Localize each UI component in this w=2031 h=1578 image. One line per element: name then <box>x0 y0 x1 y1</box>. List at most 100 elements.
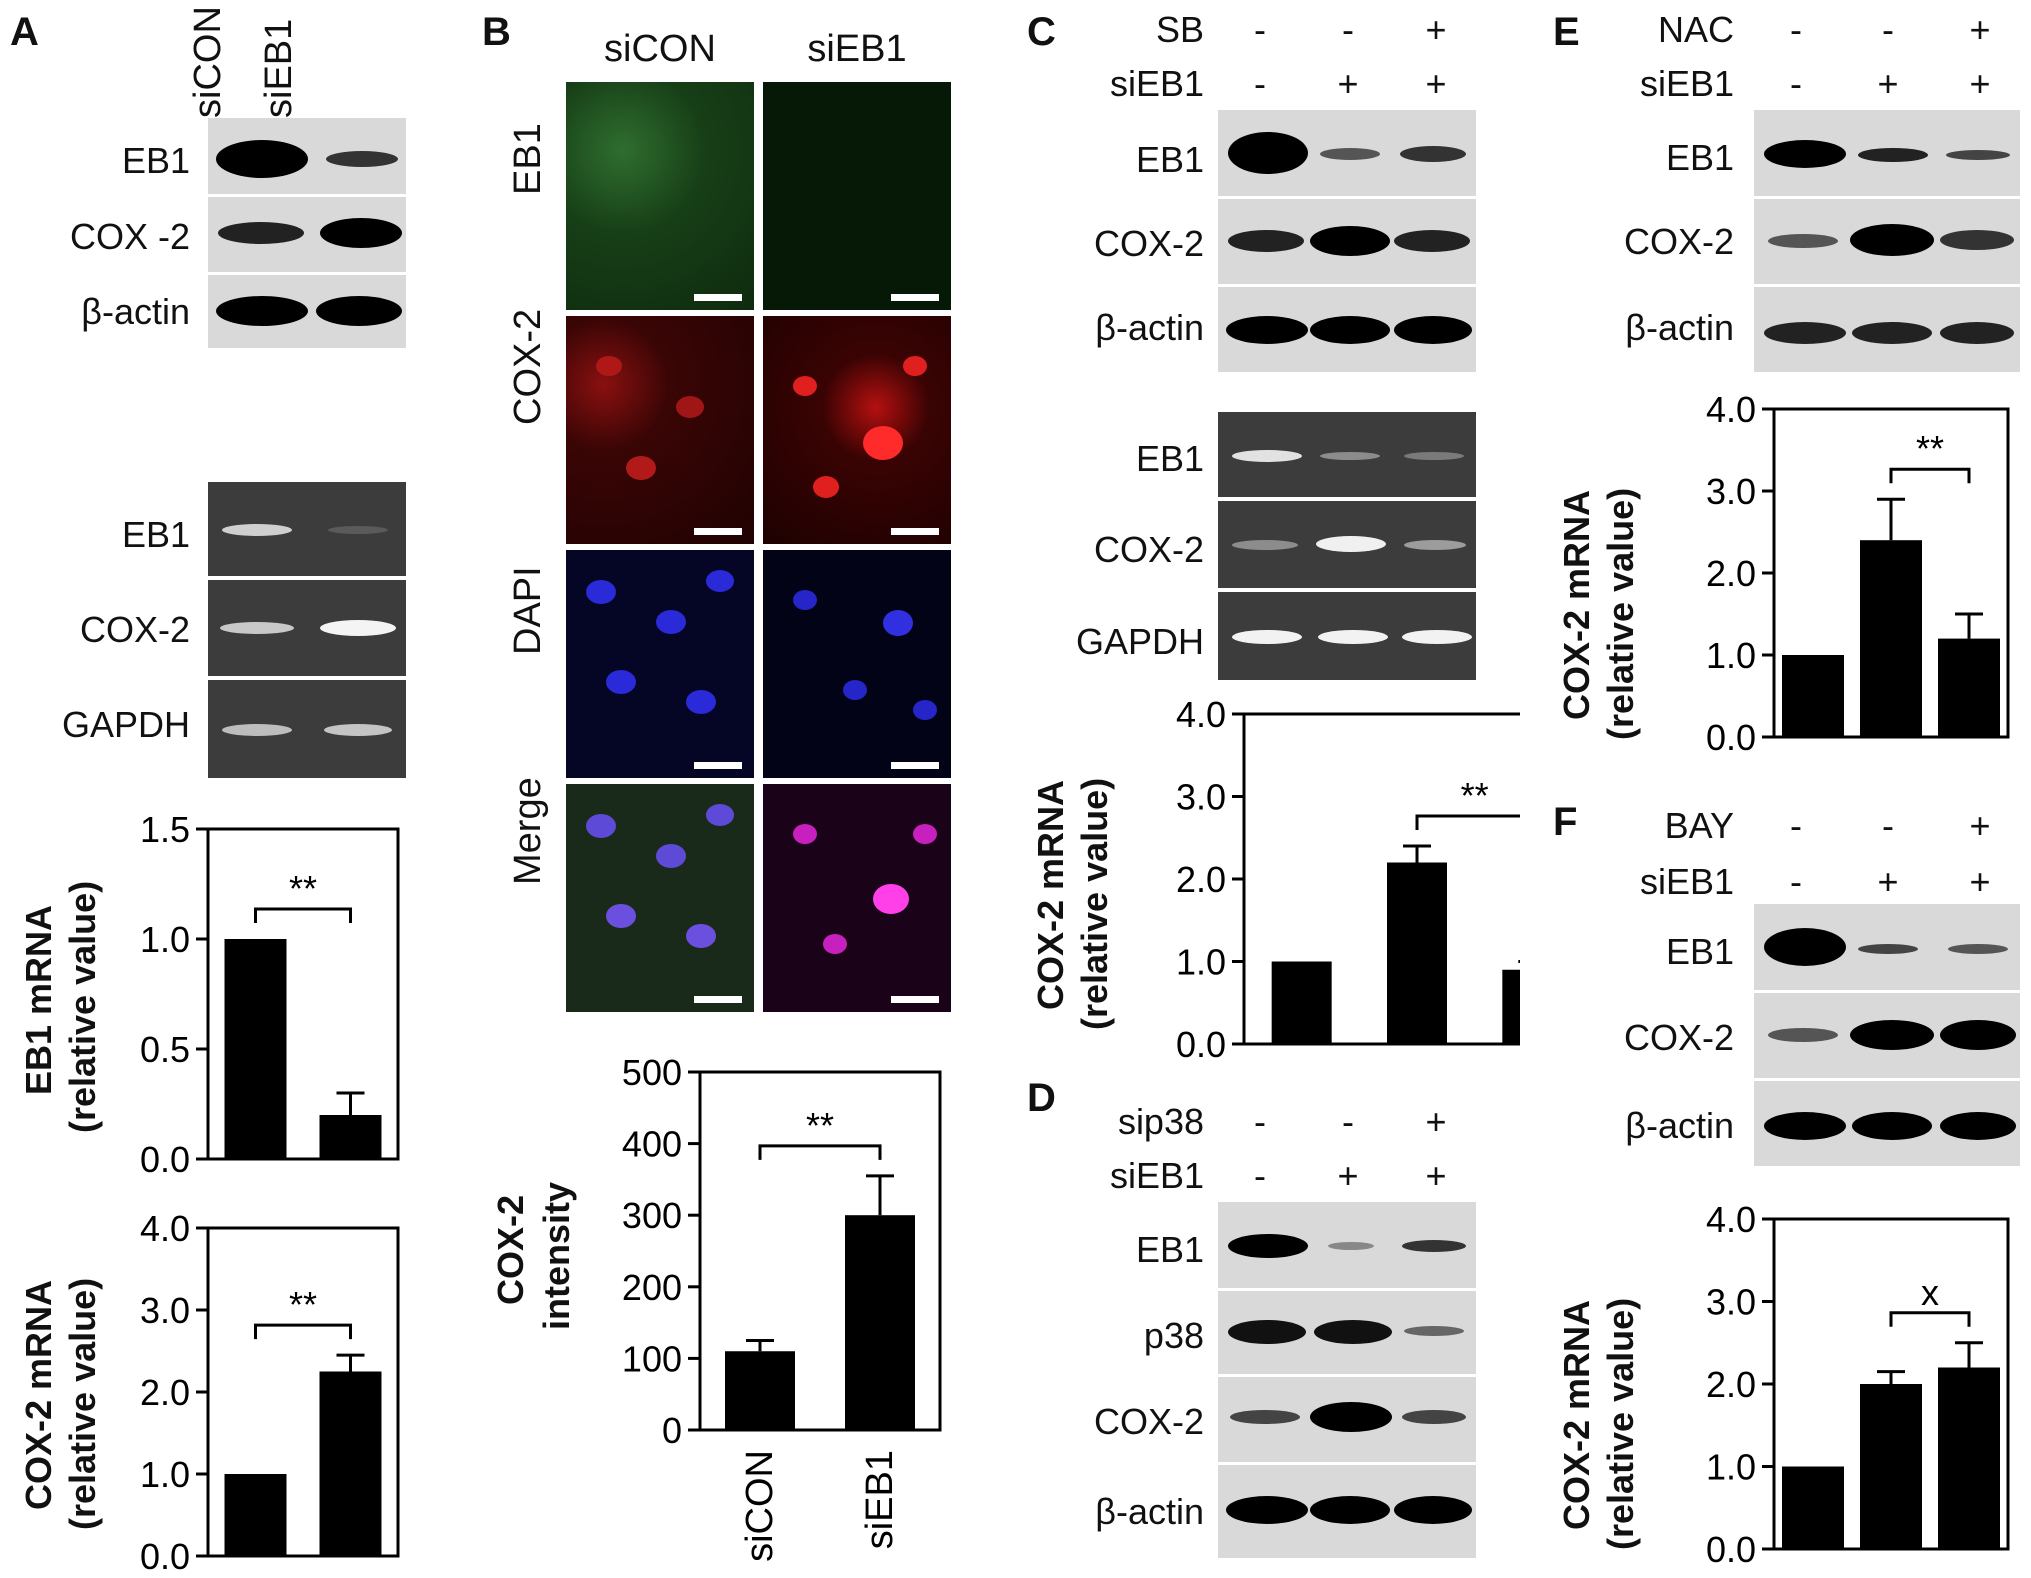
panel-a-lane-sieb1: siEB1 <box>258 18 300 118</box>
panel-c-chart-ylabel: COX-2 mRNA <box>1030 779 1071 1010</box>
y-tick-label: 0.0 <box>1706 1529 1756 1570</box>
bar <box>1938 1367 2000 1549</box>
panel-f-sign: + <box>1969 805 1991 846</box>
y-tick-label: 0.0 <box>1176 1024 1226 1060</box>
blot-band <box>216 296 308 326</box>
blot-band <box>326 151 398 167</box>
bar <box>224 1474 287 1556</box>
plot-frame <box>698 1070 942 1432</box>
bar <box>1387 862 1447 1044</box>
gel-band <box>328 526 388 534</box>
bar <box>1860 1384 1922 1549</box>
panel-e-chart-ylabel: COX-2 mRNA <box>1556 489 1597 720</box>
y-tick-label: 3.0 <box>1176 777 1226 818</box>
y-tick-label: 3.0 <box>1706 471 1756 512</box>
panel-f-treat-sieb1: siEB1 <box>1639 861 1734 902</box>
panel-d-sign: + <box>1425 1101 1447 1142</box>
panel-c-blot-label-actin: β-actin <box>1095 307 1204 348</box>
panel-e-sign: + <box>1969 63 1991 104</box>
significance-bracket <box>254 1323 352 1340</box>
significance-label: ** <box>289 1284 317 1325</box>
y-tick-label: 2.0 <box>1176 859 1226 900</box>
bar <box>725 1351 795 1430</box>
y-tick-label: 100 <box>622 1338 682 1379</box>
y-tick-label: 0 <box>662 1410 682 1451</box>
panel-b-row-dapi: DAPI <box>507 566 549 655</box>
panel-e-treat-sieb1: siEB1 <box>1639 63 1734 104</box>
significance-label: ** <box>1461 775 1489 816</box>
micrograph-merge-sicon <box>566 784 754 1012</box>
panel-c-gel-label-cox2: COX-2 <box>1093 529 1204 570</box>
panel-a-cox2-mrna-chart: 0.0 1.0 2.0 3.0 4.0 ** <box>140 1208 400 1570</box>
panel-d-western-blot <box>1218 1202 1476 1558</box>
panel-c-rt-pcr-gel <box>1218 412 1476 680</box>
panel-f-western-blot <box>1754 904 2020 1166</box>
panel-c-treat-sieb1: siEB1 <box>1109 63 1204 104</box>
panel-a-gel-label-cox2: COX-2 <box>79 609 190 650</box>
x-tick-label: siCON <box>739 1450 781 1562</box>
panel-d-treat-sip38: sip38 <box>1117 1101 1204 1142</box>
panel-c-chart-ylabel2: (relative value) <box>1074 777 1115 1030</box>
y-tick-label: 0.0 <box>140 1536 190 1570</box>
y-tick-label: 2.0 <box>140 1372 190 1413</box>
y-tick-label: 1.0 <box>140 919 190 960</box>
panel-a-gel-label-gapdh: GAPDH <box>61 704 190 745</box>
y-tick-label: 3.0 <box>140 1290 190 1331</box>
bar <box>1860 540 1922 737</box>
panel-e-sign: - <box>1790 9 1802 50</box>
panel-b-col-sieb1: siEB1 <box>807 28 907 70</box>
panel-e-sign: + <box>1877 63 1899 104</box>
significance-bracket <box>1415 814 1520 830</box>
y-tick-label: 4.0 <box>1706 389 1756 430</box>
panel-f-sign: - <box>1790 805 1802 846</box>
micrograph-dapi-sicon <box>566 550 754 778</box>
y-tick-label: 0.0 <box>140 1139 190 1180</box>
micrograph-cox2-sicon <box>566 316 754 544</box>
micrograph-merge-sieb1 <box>763 784 951 1012</box>
panel-f-chart-ylabel2: (relative value) <box>1600 1297 1641 1550</box>
y-tick-label: 2.0 <box>1706 553 1756 594</box>
blot-band <box>316 296 402 326</box>
panel-a-blot-label-actin: β-actin <box>81 291 190 332</box>
panel-d-blot-label-eb1: EB1 <box>1135 1229 1204 1270</box>
bar <box>1271 961 1332 1044</box>
panel-c-label: C <box>1027 10 1056 54</box>
panel-e-blot-label-eb1: EB1 <box>1665 137 1734 178</box>
panel-a-rt-pcr-gel <box>208 482 406 778</box>
bar <box>319 1115 382 1159</box>
y-tick-label: 4.0 <box>1176 694 1226 735</box>
panel-a-eb1-mrna-chart: 0.0 0.5 1.0 1.5 ** <box>140 809 400 1180</box>
plot-frame <box>206 827 400 1161</box>
significance-label: ** <box>289 868 317 909</box>
panel-a-blot-label-eb1: EB1 <box>121 140 190 181</box>
panel-b-cox2-intensity-chart: 0 100 200 300 400 500 ** siCON siEB1 <box>622 1052 942 1562</box>
y-tick-label: 1.0 <box>1176 942 1226 983</box>
panel-c-cox2-mrna-chart: 0.0 1.0 2.0 3.0 4.0 ** <box>1176 694 1520 1060</box>
gel-band <box>324 724 392 736</box>
panel-a-chart1-ylabel: EB1 mRNA <box>18 904 59 1095</box>
panel-b-row-cox2: COX-2 <box>507 308 549 425</box>
panel-e-sign: + <box>1969 9 1991 50</box>
x-tick-label: siEB1 <box>859 1450 901 1549</box>
panel-f-sign: - <box>1790 861 1802 902</box>
blot-band <box>218 222 304 244</box>
micrograph-cox2-sieb1 <box>763 316 951 544</box>
y-tick-label: 500 <box>622 1052 682 1093</box>
bar <box>1782 1466 1844 1549</box>
panel-d-blot-label-p38: p38 <box>1143 1315 1204 1356</box>
significance-label: ** <box>806 1105 834 1146</box>
micrograph-eb1-sieb1 <box>763 82 951 310</box>
bar <box>224 939 287 1159</box>
panel-e-sign: - <box>1882 9 1894 50</box>
significance-label: ** <box>1916 428 1944 469</box>
panel-c-gel-label-eb1: EB1 <box>1135 438 1204 479</box>
blot-band <box>216 140 308 178</box>
panel-d-sign: + <box>1337 1155 1359 1196</box>
significance-label: x <box>1921 1272 1939 1313</box>
y-tick-label: 1.0 <box>1706 1447 1756 1488</box>
significance-bracket <box>1889 1311 1971 1327</box>
y-tick-label: 0.5 <box>140 1029 190 1070</box>
panel-f-chart-ylabel: COX-2 mRNA <box>1556 1299 1597 1530</box>
panel-b-row-eb1: EB1 <box>507 123 549 195</box>
panel-e-label: E <box>1553 10 1580 54</box>
